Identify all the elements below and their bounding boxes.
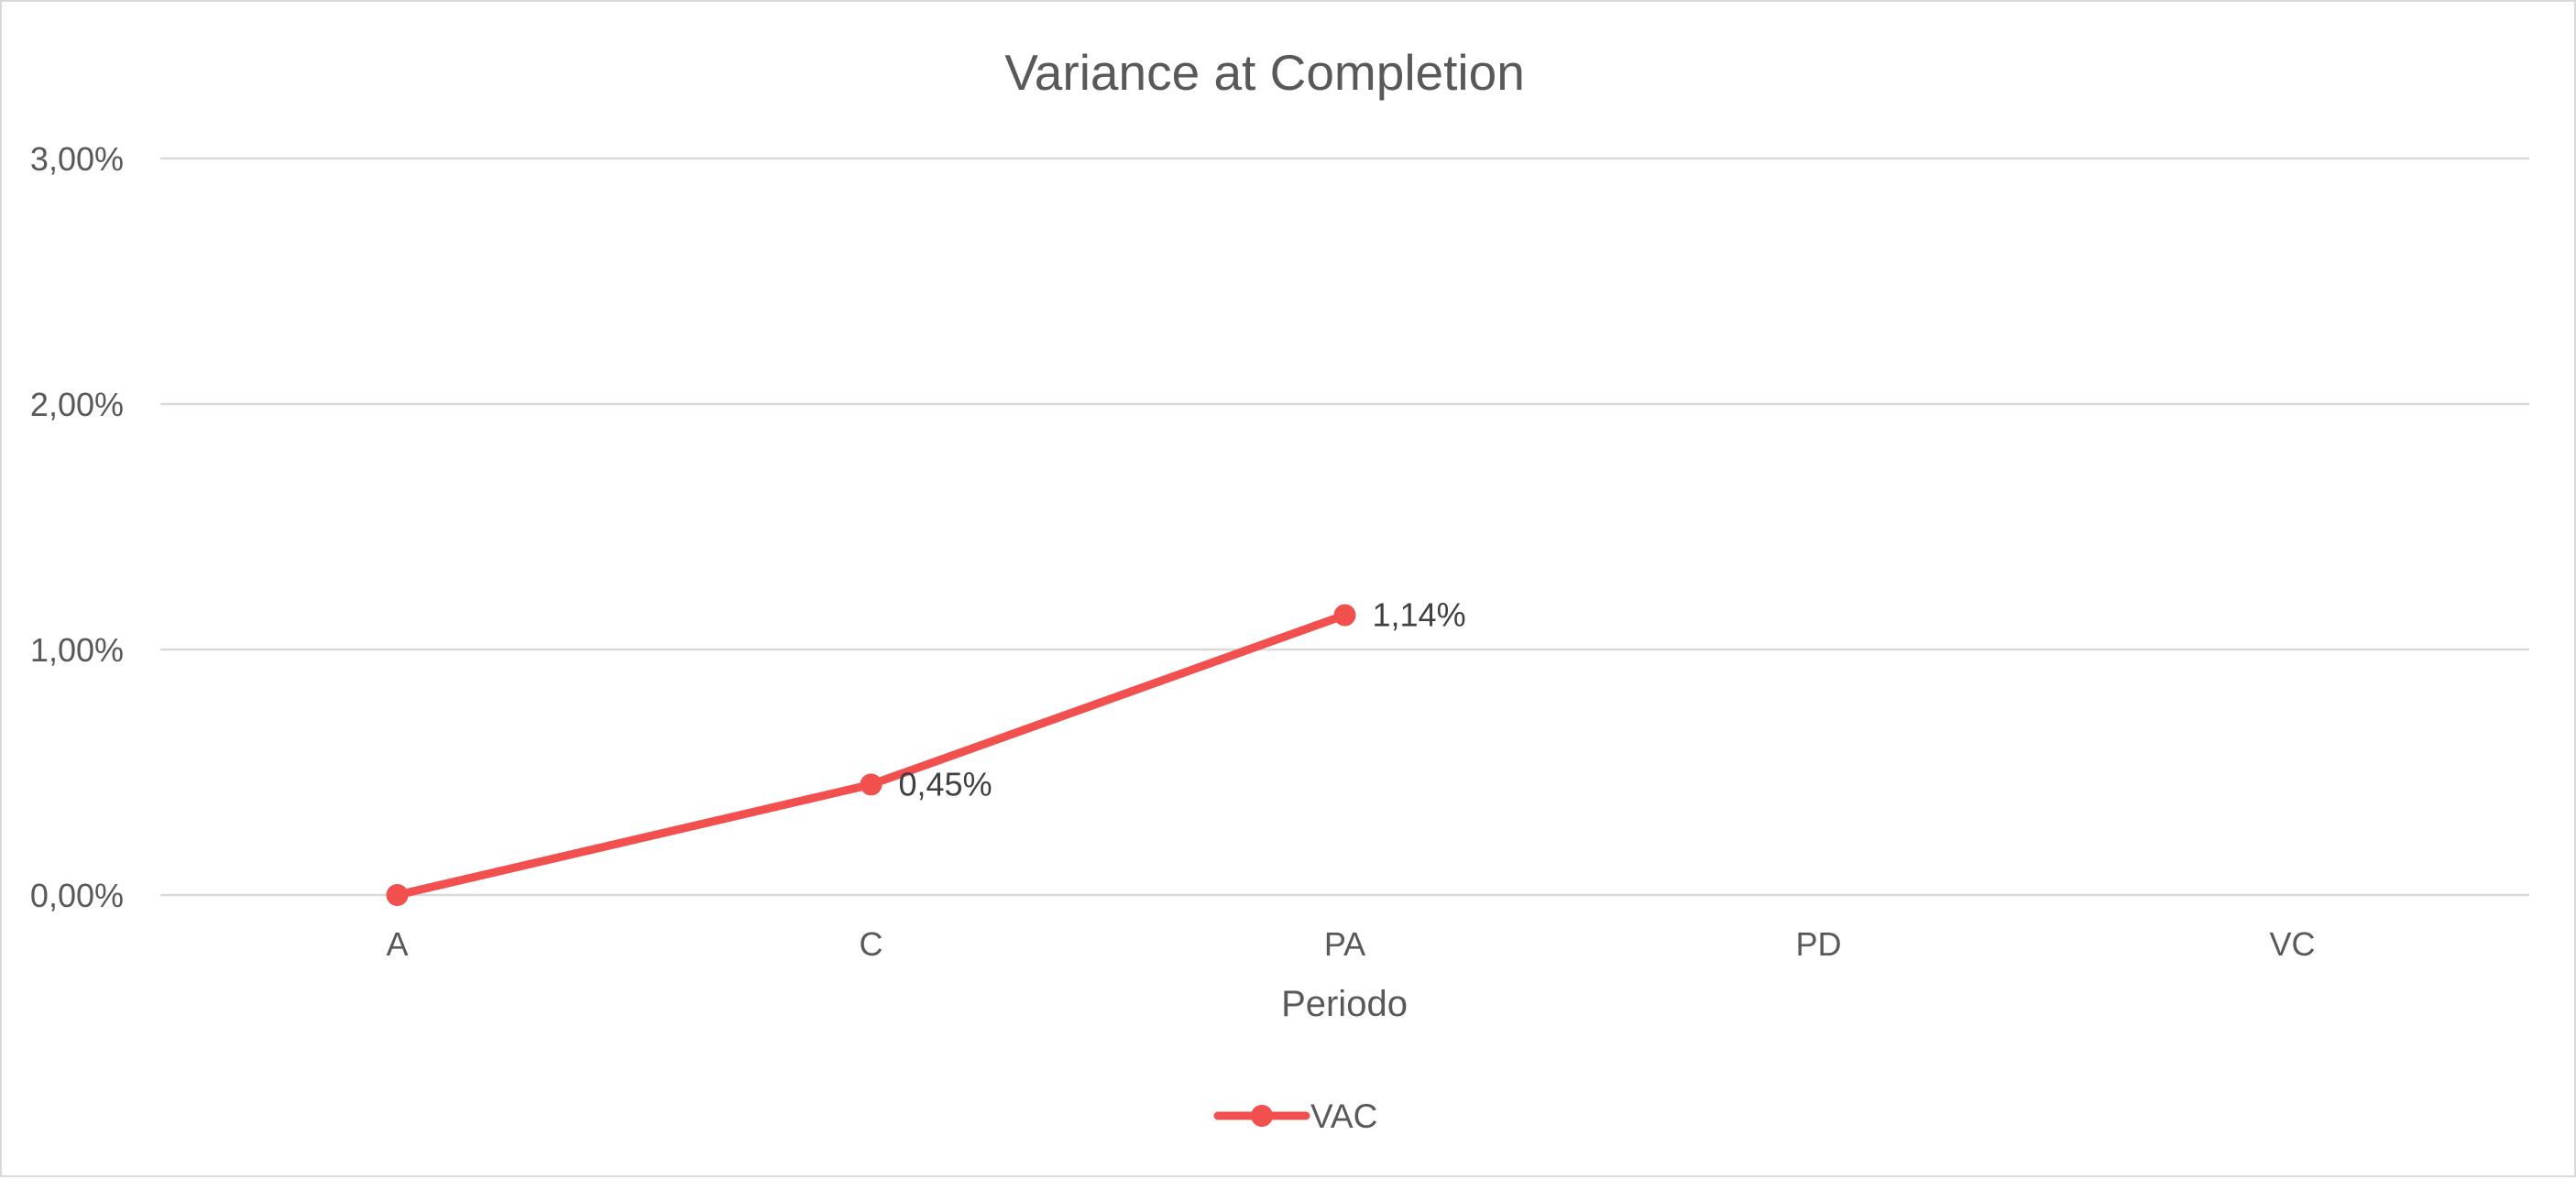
- x-tick-label: VC: [2269, 925, 2315, 963]
- series-line: [393, 610, 1349, 900]
- data-point: [1333, 604, 1356, 627]
- y-tick-label: 2,00%: [30, 386, 124, 423]
- legend-vac-marker: [1251, 1105, 1273, 1127]
- data-point: [860, 773, 882, 796]
- legend: VAC: [1213, 1097, 1377, 1135]
- gridlines: [160, 157, 2529, 897]
- x-tick-label: C: [860, 925, 883, 963]
- x-tick-label: A: [386, 925, 408, 963]
- x-axis-title: Periodo: [1281, 984, 1408, 1024]
- series-vac: 0,45% 1,14%: [386, 595, 1466, 906]
- x-axis-tick-labels: A C PA PD VC: [386, 925, 2315, 963]
- x-tick-label: PA: [1324, 925, 1365, 963]
- data-point: [386, 884, 409, 906]
- y-tick-label: 0,00%: [30, 877, 124, 914]
- y-axis-tick-labels: 0,00% 1,00% 2,00% 3,00%: [30, 140, 124, 914]
- y-tick-label: 1,00%: [30, 631, 124, 669]
- chart-title: Variance at Completion: [1004, 44, 1525, 101]
- x-tick-label: PD: [1795, 925, 1841, 963]
- data-label: 0,45%: [899, 765, 992, 802]
- legend-vac-label: VAC: [1310, 1097, 1377, 1135]
- y-tick-label: 3,00%: [30, 140, 124, 178]
- data-label: 1,14%: [1373, 595, 1466, 633]
